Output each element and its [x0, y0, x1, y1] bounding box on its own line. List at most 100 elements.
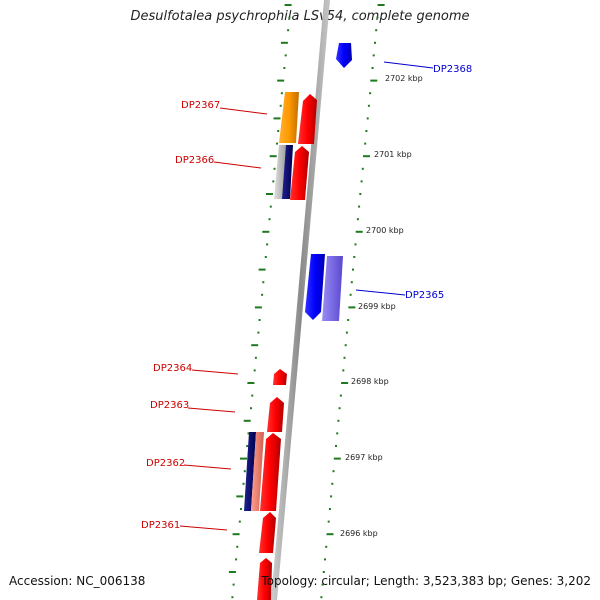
- gene-dp2367-orange[interactable]: [279, 92, 299, 143]
- label-dp2364[interactable]: DP2364: [153, 363, 192, 374]
- track-dot: [277, 130, 280, 132]
- track-dot: [336, 432, 339, 435]
- track-dot: [354, 243, 357, 246]
- track-dot: [232, 583, 235, 586]
- track-dot: [344, 344, 347, 347]
- track-dot: [251, 394, 254, 397]
- track-dot: [236, 545, 239, 548]
- track-major-tick: [240, 457, 247, 460]
- track-dot: [262, 281, 265, 284]
- label-line-dp2364: [191, 369, 239, 375]
- track-dot: [359, 193, 362, 195]
- track-dot: [350, 281, 353, 284]
- track-dot: [356, 218, 359, 221]
- label-dp2362[interactable]: DP2362: [146, 458, 185, 469]
- track-dot: [335, 445, 337, 447]
- tick-label-2699: 2699 kbp: [358, 302, 396, 311]
- genome-title: Desulfotalea psychrophila LSv54, complet…: [130, 9, 470, 24]
- track-major-tick: [355, 230, 363, 233]
- gene-dp2364[interactable]: [273, 369, 287, 385]
- track-dot: [246, 445, 249, 447]
- track-dot: [349, 293, 352, 296]
- gene-dp2362[interactable]: [260, 433, 281, 511]
- left-dotted-track: [228, 4, 292, 599]
- track-major-tick: [273, 117, 281, 120]
- track-dot: [283, 67, 286, 69]
- track-dot: [352, 268, 354, 271]
- gene-dp2365[interactable]: [305, 254, 325, 320]
- track-major-tick: [236, 495, 244, 498]
- track-major-tick: [377, 4, 385, 6]
- gene-dp2363[interactable]: [267, 397, 284, 432]
- track-dot: [337, 419, 340, 422]
- label-line-dp2362: [183, 464, 232, 470]
- gene-partial-bottom[interactable]: [257, 558, 272, 600]
- track-dot: [231, 596, 234, 599]
- label-line-dp2365: [355, 289, 406, 296]
- gene-dp2366[interactable]: [290, 146, 309, 200]
- track-major-tick: [348, 306, 356, 309]
- gene-dp2362-navy[interactable]: [244, 432, 256, 511]
- track-major-tick: [280, 41, 288, 44]
- track-major-tick: [341, 382, 349, 384]
- track-dot: [369, 92, 372, 95]
- right-dotted-track: [320, 4, 385, 599]
- label-dp2363[interactable]: DP2363: [150, 400, 189, 411]
- track-dot: [371, 67, 374, 69]
- gene-dp2368[interactable]: [336, 43, 352, 68]
- track-dot: [330, 495, 333, 498]
- tick-label-2697: 2697 kbp: [345, 453, 383, 462]
- gene-dp2365-lavender[interactable]: [322, 256, 343, 321]
- track-dot: [272, 180, 275, 183]
- track-major-tick: [251, 344, 259, 347]
- track-dot: [321, 583, 324, 586]
- track-dot: [372, 54, 375, 57]
- track-dot: [367, 104, 370, 107]
- label-dp2361[interactable]: DP2361: [141, 520, 180, 531]
- tick-label-2698: 2698 kbp: [351, 377, 389, 386]
- track-dot: [276, 142, 278, 145]
- track-dot: [238, 520, 241, 523]
- track-dot: [266, 243, 269, 246]
- track-major-tick: [277, 79, 285, 82]
- track-dot: [343, 356, 346, 359]
- track-dot: [258, 319, 261, 321]
- gene-dp2367[interactable]: [298, 94, 317, 144]
- track-major-tick: [228, 571, 236, 573]
- track-dot: [264, 256, 267, 258]
- track-dot: [364, 142, 367, 145]
- topology-text: Topology: circular; Length: 3,523,383 bp…: [261, 574, 591, 588]
- track-major-tick: [284, 4, 292, 6]
- gene-dp2366-navy[interactable]: [282, 145, 293, 199]
- label-dp2368[interactable]: DP2368: [433, 64, 472, 75]
- track-dot: [345, 331, 348, 334]
- genome-backbone: [271, 0, 330, 600]
- label-dp2367[interactable]: DP2367: [181, 100, 220, 111]
- track-dot: [287, 29, 290, 32]
- label-dp2365[interactable]: DP2365: [405, 290, 444, 301]
- track-dot: [280, 92, 283, 95]
- label-dp2366[interactable]: DP2366: [175, 155, 214, 166]
- accession-text: Accession: NC_006138: [9, 574, 146, 588]
- track-dot: [288, 16, 291, 19]
- gene-dp2362-salmon[interactable]: [251, 432, 264, 511]
- track-dot: [374, 41, 376, 44]
- gene-dp2361[interactable]: [259, 512, 276, 553]
- track-dot: [247, 432, 250, 435]
- track-dot: [240, 508, 242, 510]
- track-major-tick: [266, 193, 273, 195]
- track-dot: [338, 407, 341, 410]
- track-dot: [324, 558, 326, 561]
- track-dot: [320, 596, 323, 599]
- track-dot: [339, 394, 342, 397]
- label-line-dp2361: [179, 525, 228, 531]
- tick-label-2696: 2696 kbp: [340, 529, 378, 538]
- track-dot: [235, 558, 238, 561]
- track-dot: [328, 508, 331, 510]
- label-line-dp2367: [219, 107, 268, 115]
- track-dot: [358, 205, 361, 208]
- track-dot: [253, 369, 256, 372]
- track-major-tick: [247, 382, 255, 384]
- track-major-tick: [243, 419, 251, 422]
